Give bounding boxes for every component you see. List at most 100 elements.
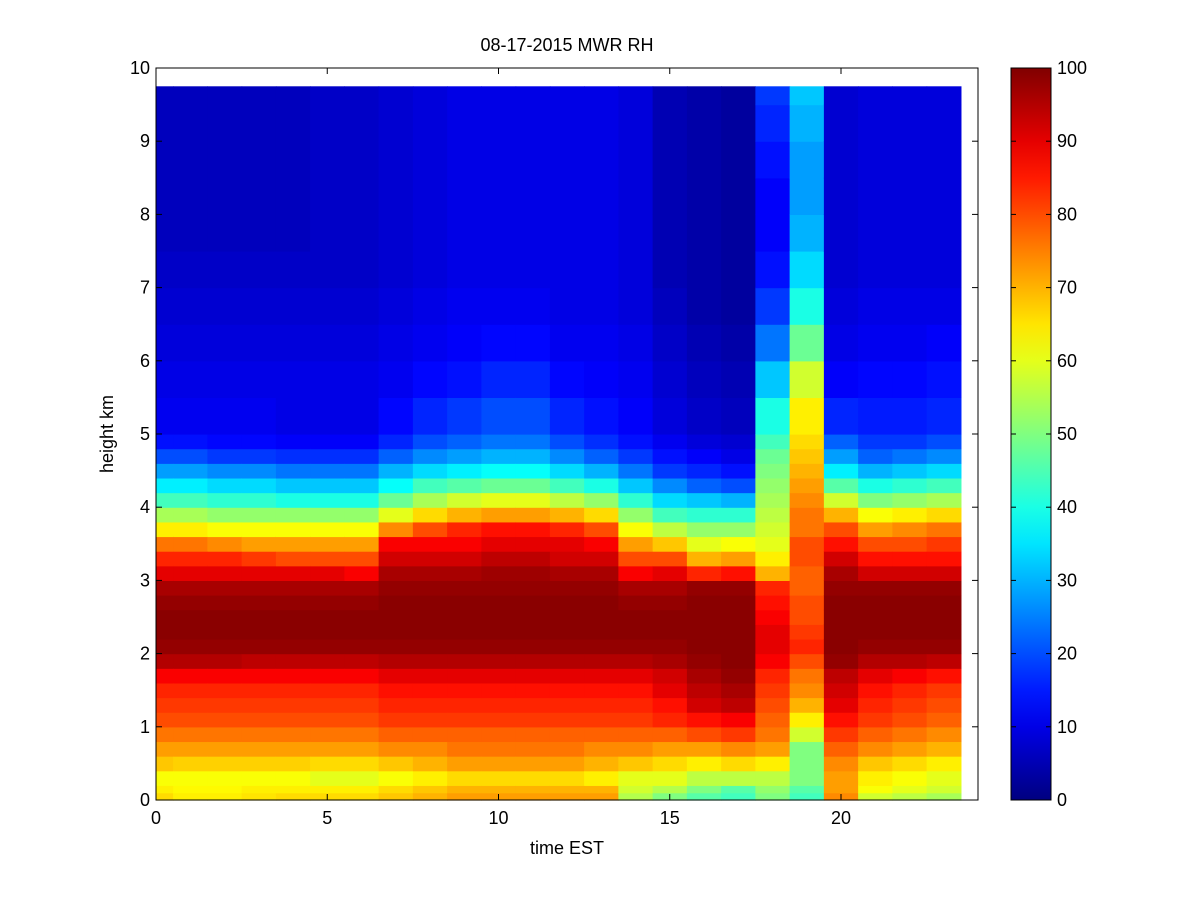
heatmap-cell [721, 287, 756, 325]
heatmap-cell [789, 536, 825, 552]
heatmap-cell [892, 624, 928, 640]
heatmap-cell [584, 638, 619, 655]
heatmap-cell [156, 397, 174, 435]
heatmap-cell [721, 477, 756, 494]
heatmap-cell [823, 448, 859, 464]
heatmap-cell [241, 104, 277, 142]
heatmap-cell [173, 792, 208, 801]
heatmap-cell [310, 448, 345, 464]
heatmap-cell [344, 565, 380, 581]
heatmap-cell [207, 770, 243, 786]
heatmap-cell [823, 595, 859, 611]
heatmap-cell [686, 624, 722, 640]
heatmap-cell [652, 521, 688, 538]
heatmap-cell [241, 86, 277, 106]
heatmap-cell [412, 448, 448, 464]
heatmap-cell [789, 551, 825, 567]
heatmap-cell [275, 756, 311, 772]
heatmap-cell [207, 86, 243, 106]
heatmap-cell [241, 287, 277, 325]
heatmap-cell [584, 521, 619, 538]
heatmap-cell [584, 397, 619, 435]
heatmap-cell [207, 653, 243, 669]
heatmap-cell [310, 770, 345, 786]
heatmap-cell [549, 324, 585, 362]
heatmap-cell [652, 770, 688, 786]
heatmap-cell [755, 360, 791, 398]
heatmap-cell [447, 214, 482, 252]
heatmap-cell [618, 551, 654, 567]
heatmap-cell [156, 463, 174, 479]
heatmap-cell [618, 580, 654, 596]
heatmap-cell [686, 682, 722, 699]
heatmap-cell [823, 580, 859, 596]
heatmap-cell [156, 565, 174, 581]
heatmap-cell [515, 86, 551, 106]
heatmap-cell [823, 624, 859, 640]
heatmap-cell [686, 477, 722, 494]
heatmap-cell [447, 507, 482, 523]
heatmap-cell [412, 741, 448, 757]
heatmap-cell [344, 448, 380, 464]
heatmap-cell [447, 477, 482, 494]
heatmap-cell [789, 770, 825, 786]
heatmap-cell [823, 785, 859, 794]
heatmap-cell [926, 434, 962, 450]
heatmap-cell [156, 609, 174, 625]
heatmap-cell [789, 360, 825, 398]
heatmap-cell [686, 726, 722, 743]
heatmap-cell [156, 477, 174, 494]
heatmap-cell [173, 434, 208, 450]
heatmap-cell [549, 141, 585, 179]
heatmap-cell [721, 177, 756, 215]
heatmap-cell [173, 287, 208, 325]
heatmap-cell [823, 463, 859, 479]
heatmap-cell [858, 521, 893, 538]
heatmap-cell [618, 141, 654, 179]
heatmap-cell [618, 448, 654, 464]
heatmap-cell [755, 448, 791, 464]
heatmap-cell [858, 726, 893, 743]
heatmap-cell [447, 251, 482, 289]
heatmap-cell [618, 360, 654, 398]
heatmap-cell [721, 792, 756, 801]
heatmap-cell [156, 638, 174, 655]
heatmap-cell [156, 624, 174, 640]
heatmap-cell [823, 521, 859, 538]
heatmap-cell [344, 324, 380, 362]
heatmap-cell [412, 726, 448, 743]
heatmap-cell [652, 609, 688, 625]
heatmap-cell [652, 580, 688, 596]
heatmap-cell [755, 712, 791, 728]
heatmap-cell [926, 638, 962, 655]
heatmap-cell [241, 609, 277, 625]
heatmap-cell [755, 521, 791, 538]
heatmap-cell [686, 609, 722, 625]
heatmap-cell [549, 492, 585, 508]
heatmap-cell [310, 712, 345, 728]
heatmap-cell [549, 521, 585, 538]
heatmap-cell [173, 595, 208, 611]
heatmap-cell [652, 86, 688, 106]
heatmap-cell [310, 756, 345, 772]
heatmap-cell [344, 609, 380, 625]
heatmap-cell [275, 624, 311, 640]
heatmap-cell [173, 86, 208, 106]
heatmap-cell [173, 477, 208, 494]
heatmap-cell [892, 653, 928, 669]
heatmap-cell [207, 360, 243, 398]
heatmap-cell [310, 726, 345, 743]
heatmap-cell [858, 638, 893, 655]
heatmap-cell [515, 448, 551, 464]
heatmap-cell [549, 697, 585, 713]
heatmap-cell [892, 214, 928, 252]
heatmap-cell [721, 756, 756, 772]
x-axis-label: time EST [530, 838, 604, 858]
heatmap-cell [412, 609, 448, 625]
heatmap-cell [481, 712, 517, 728]
heatmap-cell [275, 653, 311, 669]
heatmap-cell [721, 251, 756, 289]
heatmap-cell [721, 463, 756, 479]
heatmap-cell [652, 507, 688, 523]
